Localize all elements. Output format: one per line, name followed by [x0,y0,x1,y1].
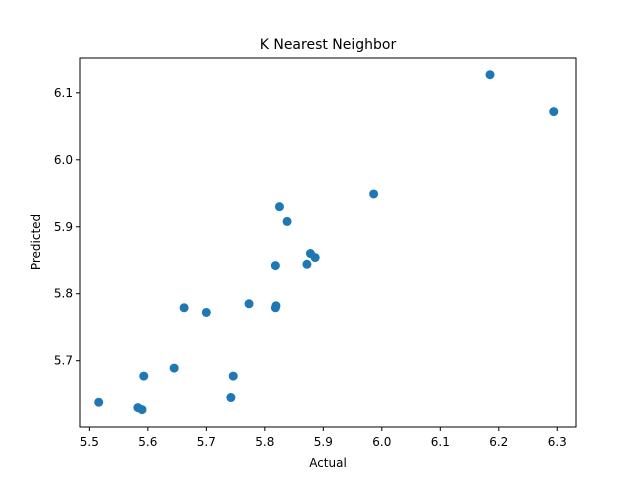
y-axis-ticks: 5.7 5.8 5.9 6.0 6.1 [54,86,80,368]
data-point [270,261,280,271]
data-point [302,259,312,269]
data-point [94,397,104,407]
x-tick-label: 5.9 [314,435,333,449]
x-tick-label: 5.5 [80,435,99,449]
x-tick-label: 5.6 [138,435,157,449]
y-tick-label: 6.0 [54,153,73,167]
y-tick-label: 5.8 [54,287,73,301]
data-point [179,303,189,313]
data-point [137,405,147,415]
y-tick-label: 6.1 [54,86,73,100]
y-tick-label: 5.7 [54,354,73,368]
data-point [226,393,236,403]
data-point [549,107,559,117]
x-tick-label: 5.8 [255,435,274,449]
x-tick-label: 6.0 [372,435,391,449]
x-tick-label: 5.7 [197,435,216,449]
data-point [485,70,495,80]
data-point [201,307,211,317]
x-tick-label: 6.2 [489,435,508,449]
data-point [274,202,284,212]
y-axis-title: Predicted [29,214,43,270]
data-point [169,363,179,373]
data-points [94,70,559,415]
data-point [139,371,149,381]
x-tick-label: 6.3 [548,435,567,449]
data-point [244,299,254,309]
x-axis-ticks: 5.5 5.6 5.7 5.8 5.9 6.0 6.1 6.2 6.3 [80,427,567,449]
y-tick-label: 5.9 [54,220,73,234]
data-point [228,371,238,381]
plot-area [80,58,576,427]
chart-title: K Nearest Neighbor [260,37,397,53]
data-point [271,301,281,311]
data-point [369,189,379,199]
x-axis-title: Actual [309,456,347,470]
x-tick-label: 6.1 [431,435,450,449]
plot-frame [79,57,577,428]
data-point [282,216,292,226]
data-point [310,253,320,263]
